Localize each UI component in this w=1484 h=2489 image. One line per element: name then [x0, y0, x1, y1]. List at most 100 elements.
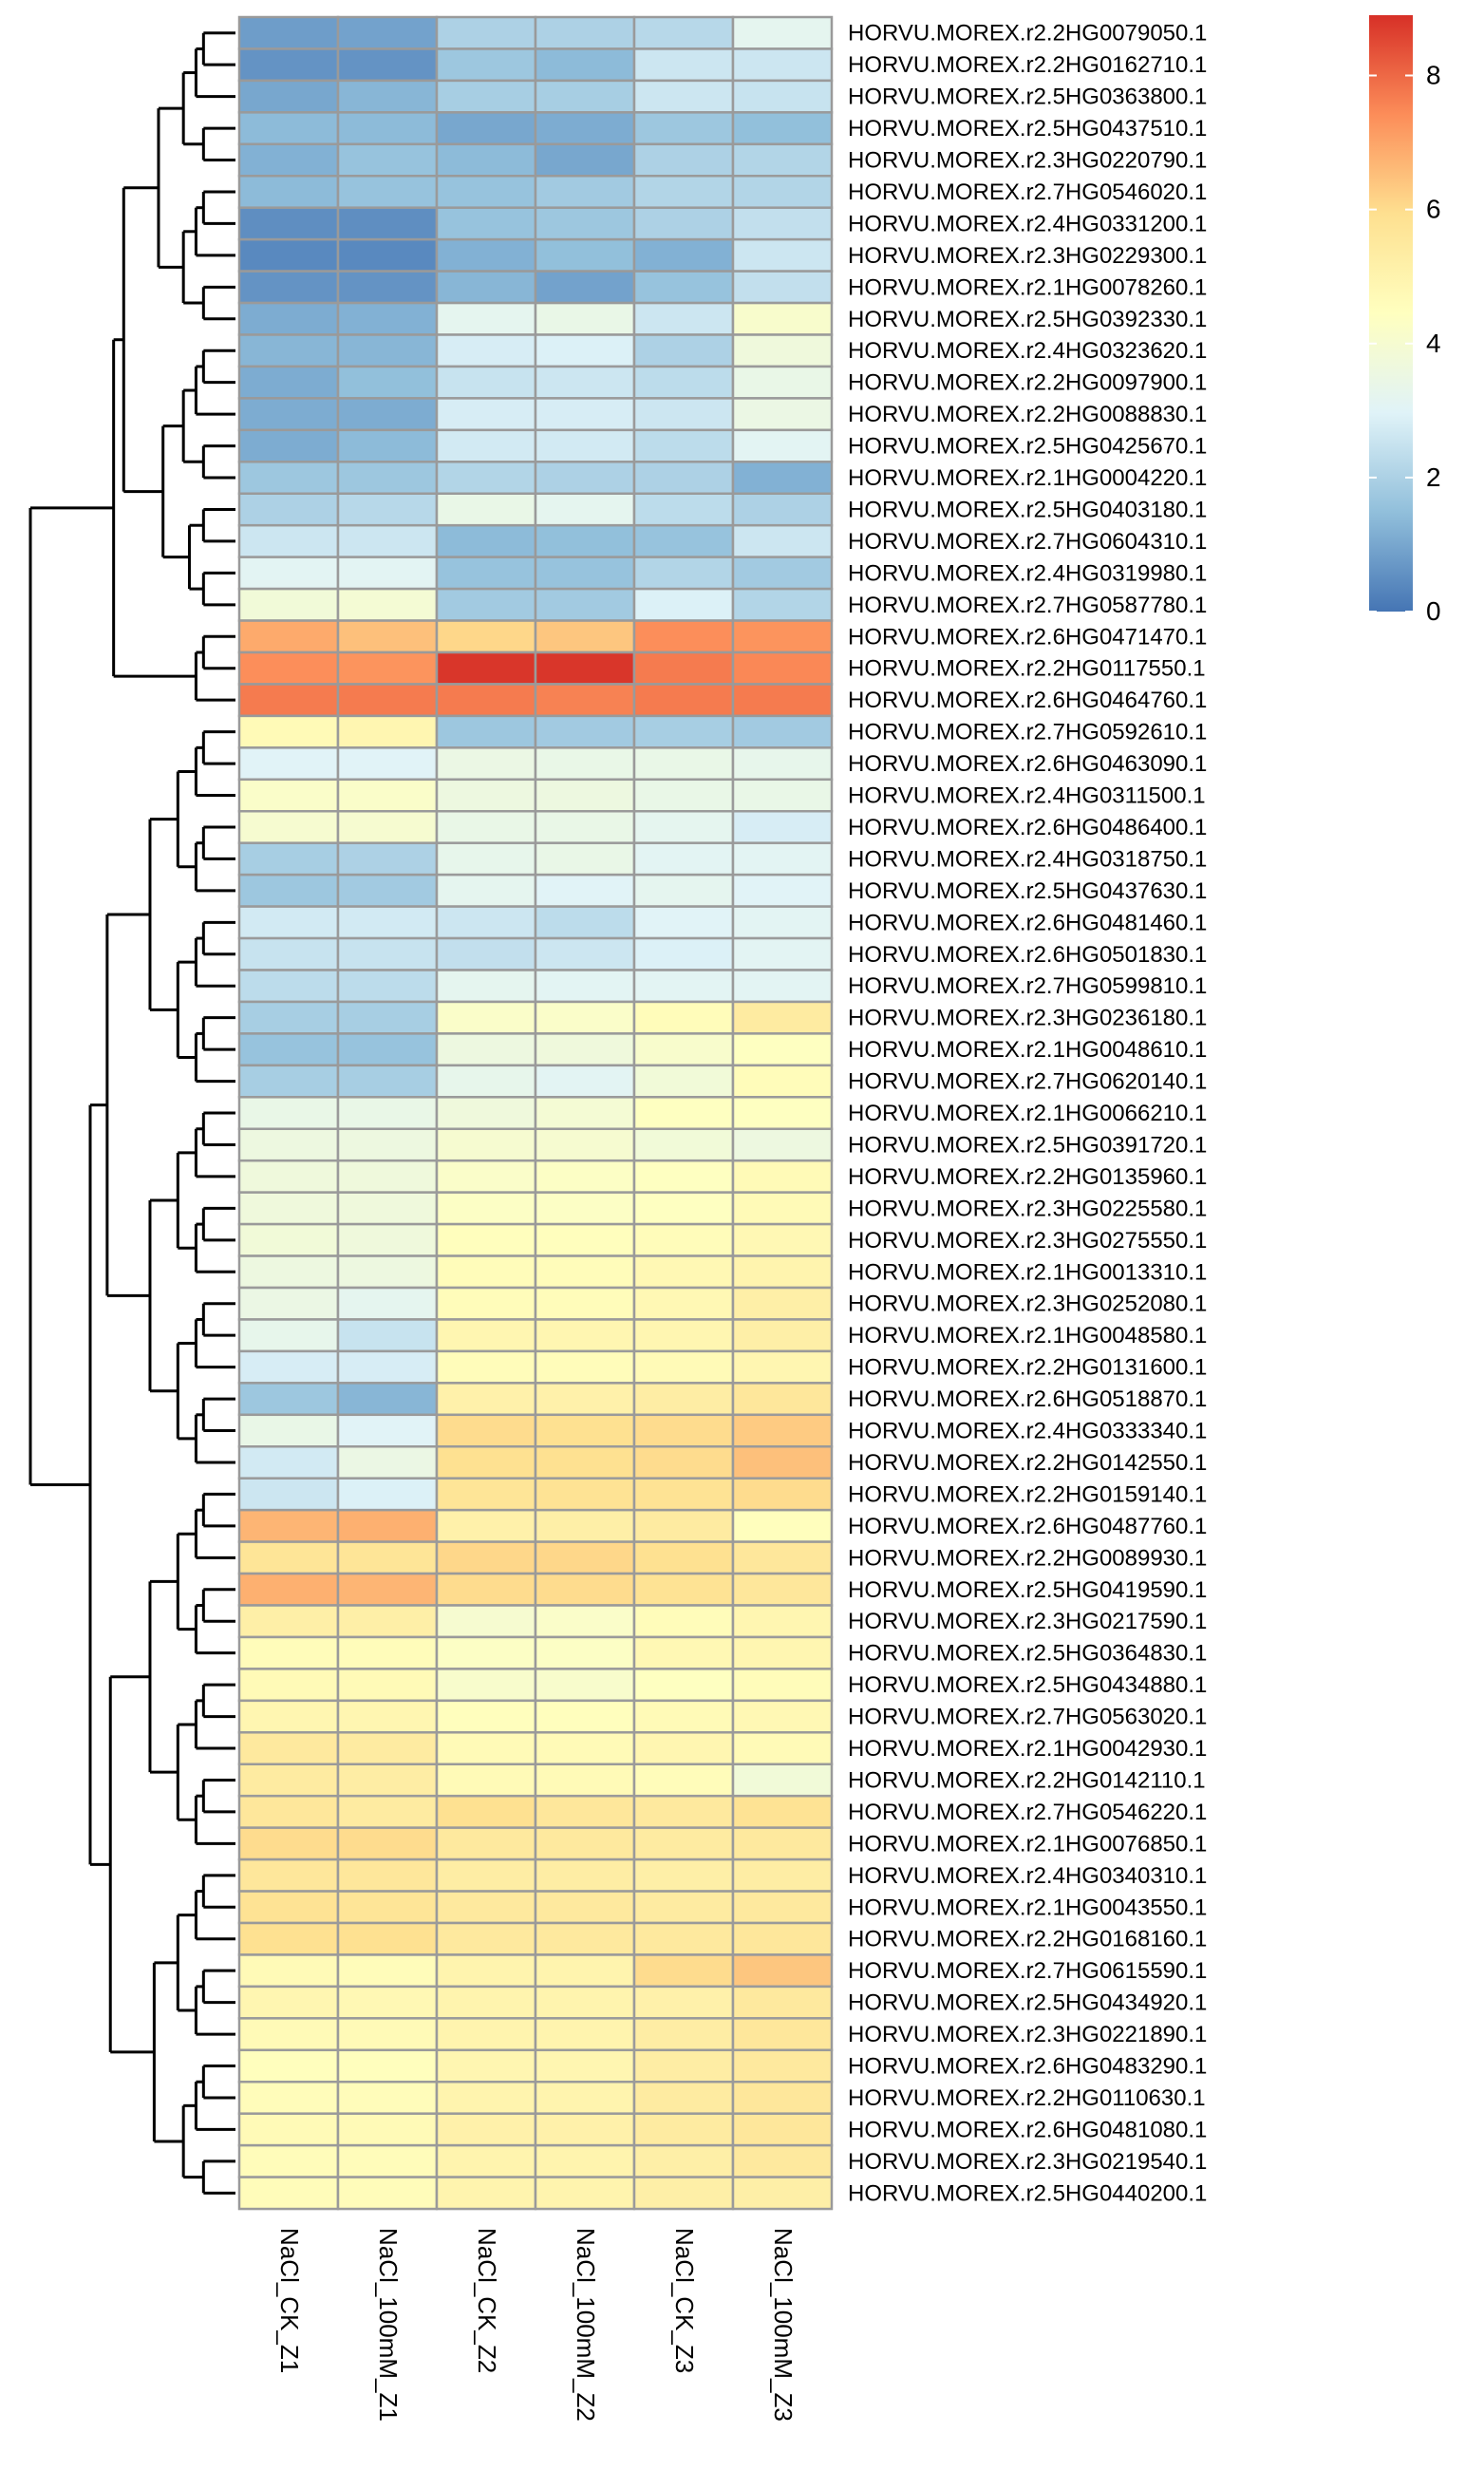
heatmap-cell	[435, 1096, 537, 1131]
row-label: HORVU.MOREX.r2.5HG0434880.1	[848, 1672, 1207, 1698]
heatmap-cell	[731, 111, 834, 146]
heatmap-cell	[336, 237, 439, 273]
heatmap-cell	[731, 1857, 834, 1893]
heatmap-cell	[632, 619, 735, 654]
heatmap-cell	[336, 1794, 439, 1829]
heatmap-cell	[336, 1286, 439, 1321]
heatmap-cell	[237, 1032, 340, 1067]
heatmap-cell	[632, 1477, 735, 1512]
heatmap-cell	[632, 556, 735, 591]
heatmap-cell	[336, 1318, 439, 1353]
row-label: HORVU.MOREX.r2.1HG0004220.1	[848, 465, 1207, 491]
row-label: HORVU.MOREX.r2.6HG0481080.1	[848, 2117, 1207, 2142]
heatmap-cell	[237, 1254, 340, 1290]
heatmap-cell	[435, 1540, 537, 1575]
heatmap-cell	[534, 1127, 636, 1162]
heatmap-cell	[534, 1731, 636, 1766]
row-label: HORVU.MOREX.r2.5HG0363800.1	[848, 85, 1207, 110]
heatmap-cell	[237, 1857, 340, 1893]
heatmap-cell	[435, 47, 537, 83]
heatmap-cell	[534, 746, 636, 782]
heatmap-cell	[632, 1763, 735, 1798]
row-label: HORVU.MOREX.r2.1HG0048610.1	[848, 1037, 1207, 1063]
heatmap-cell	[731, 651, 834, 686]
heatmap-cell	[731, 15, 834, 50]
heatmap-cell	[534, 1286, 636, 1321]
heatmap-cell	[731, 619, 834, 654]
heatmap-cell	[336, 1572, 439, 1607]
heatmap-cell	[336, 1763, 439, 1798]
heatmap-cell	[336, 2112, 439, 2147]
heatmap-cell	[534, 841, 636, 877]
heatmap-cell	[534, 2017, 636, 2052]
heatmap-cell	[237, 142, 340, 178]
heatmap-cell	[731, 810, 834, 844]
row-label: HORVU.MOREX.r2.7HG0615590.1	[848, 1958, 1207, 1984]
heatmap-cell	[237, 2143, 340, 2178]
heatmap-cell	[237, 587, 340, 622]
heatmap-cell	[435, 714, 537, 749]
heatmap-cell	[632, 237, 735, 273]
heatmap-cell	[731, 1413, 834, 1448]
heatmap-cell	[336, 810, 439, 844]
heatmap-cell	[237, 1477, 340, 1512]
heatmap-cell	[731, 1096, 834, 1131]
heatmap-cell	[336, 1445, 439, 1480]
colorbar-tick-label: 0	[1426, 596, 1441, 626]
heatmap-cell	[632, 142, 735, 178]
heatmap-cell	[435, 683, 537, 718]
heatmap-cell	[336, 1540, 439, 1575]
heatmap-cell	[731, 301, 834, 336]
heatmap-cell	[534, 1159, 636, 1194]
heatmap-cell	[632, 1635, 735, 1670]
heatmap-cell	[435, 1254, 537, 1290]
heatmap-cell	[632, 270, 735, 305]
heatmap-cell	[731, 492, 834, 527]
heatmap-cell	[435, 428, 537, 463]
heatmap-cell	[731, 2176, 834, 2211]
heatmap-cell	[534, 2143, 636, 2178]
heatmap-cell	[731, 1699, 834, 1734]
heatmap-cell	[237, 1159, 340, 1194]
heatmap-cell	[237, 1731, 340, 1766]
heatmap-cell	[534, 206, 636, 241]
heatmap-cell	[632, 333, 735, 368]
heatmap-cell	[336, 1826, 439, 1861]
row-label: HORVU.MOREX.r2.2HG0089930.1	[848, 1545, 1207, 1571]
heatmap-cell	[336, 2017, 439, 2052]
heatmap-cell	[534, 1191, 636, 1226]
row-label: HORVU.MOREX.r2.2HG0142550.1	[848, 1450, 1207, 1476]
row-label: HORVU.MOREX.r2.3HG0219540.1	[848, 2149, 1207, 2175]
heatmap-cell	[534, 1382, 636, 1417]
heatmap-cell	[435, 2048, 537, 2084]
heatmap-cell	[632, 1349, 735, 1385]
heatmap-cell	[237, 1921, 340, 1956]
row-label: HORVU.MOREX.r2.5HG0391720.1	[848, 1132, 1207, 1158]
row-label: HORVU.MOREX.r2.6HG0483290.1	[848, 2054, 1207, 2080]
heatmap-cell	[336, 2143, 439, 2178]
heatmap-cell	[237, 1000, 340, 1035]
heatmap-cell	[731, 142, 834, 178]
heatmap-cell	[731, 1064, 834, 1099]
heatmap-cell	[237, 1985, 340, 2020]
heatmap-cell	[237, 1540, 340, 1575]
row-label: HORVU.MOREX.r2.2HG0142110.1	[848, 1767, 1206, 1793]
heatmap-cell	[632, 1857, 735, 1893]
heatmap-cell	[534, 1096, 636, 1131]
heatmap-cell	[435, 810, 537, 844]
heatmap-cell	[237, 1890, 340, 1925]
heatmap-cell	[632, 1699, 735, 1734]
heatmap-cell	[435, 619, 537, 654]
heatmap-cell	[632, 1318, 735, 1353]
heatmap-cell	[632, 79, 735, 114]
heatmap-cell	[435, 746, 537, 782]
heatmap-cell	[632, 1508, 735, 1543]
heatmap-cell	[435, 1413, 537, 1448]
heatmap-cell	[237, 1604, 340, 1639]
heatmap-cell	[632, 2048, 735, 2084]
heatmap-cell	[237, 1096, 340, 1131]
heatmap-cell	[435, 2081, 537, 2115]
heatmap-cell	[731, 1921, 834, 1956]
heatmap-cell	[435, 905, 537, 940]
row-label: HORVU.MOREX.r2.7HG0563020.1	[848, 1705, 1207, 1730]
